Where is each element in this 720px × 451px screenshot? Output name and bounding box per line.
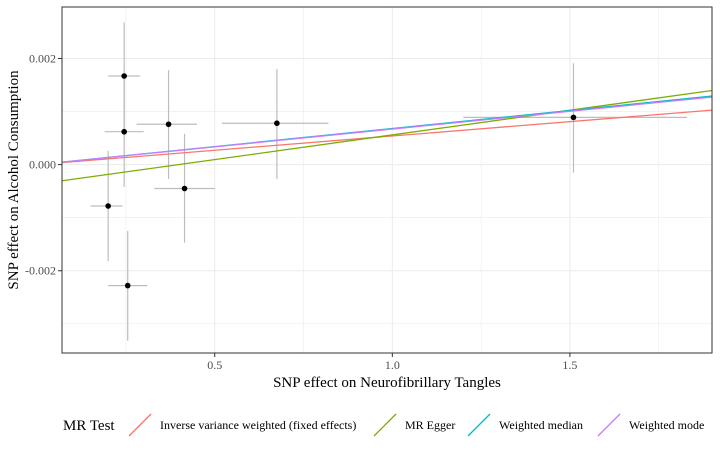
legend-label: Weighted mode (629, 418, 704, 432)
y-axis-label: SNP effect on Alcohol Consumption (6, 70, 22, 290)
x-tick-label: 1.5 (562, 358, 577, 372)
legend-label: MR Egger (405, 418, 455, 432)
x-tick-label: 0.5 (207, 358, 222, 372)
regression-line-1 (61, 89, 713, 182)
data-point (181, 185, 188, 192)
y-tick-label: -0.002 (25, 264, 56, 278)
data-point (105, 203, 111, 209)
legend-title: MR Test (63, 418, 115, 434)
x-tick-label: 1.0 (385, 358, 400, 372)
y-tick-label: 0.002 (29, 51, 56, 65)
legend-key (128, 413, 152, 437)
y-tick-label: 0.000 (29, 158, 56, 172)
regression-line-0 (61, 109, 713, 164)
legend-key (467, 413, 491, 437)
data-point (274, 120, 280, 127)
panel-border (61, 6, 713, 354)
data-point (124, 282, 131, 289)
data-point (121, 128, 127, 135)
legend-label: Inverse variance weighted (fixed effects… (160, 418, 356, 432)
grid (62, 7, 712, 353)
data-points (105, 73, 577, 289)
error-bars (90, 22, 688, 341)
legend-key (373, 413, 397, 437)
data-point (121, 73, 127, 79)
data-point (165, 121, 172, 128)
regression-lines (61, 89, 713, 182)
x-axis-label: SNP effect on Neurofibrillary Tangles (273, 375, 501, 391)
y-axis-ticks: -0.002 0.000 0.002 (25, 51, 62, 278)
legend-key (597, 413, 621, 437)
regression-line-3 (61, 96, 713, 163)
data-point (570, 114, 577, 121)
legend-label: Weighted median (499, 418, 583, 432)
legend: MR Test Inverse variance weighted (fixed… (63, 413, 704, 437)
x-axis-ticks: 0.5 1.0 1.5 (207, 353, 577, 372)
